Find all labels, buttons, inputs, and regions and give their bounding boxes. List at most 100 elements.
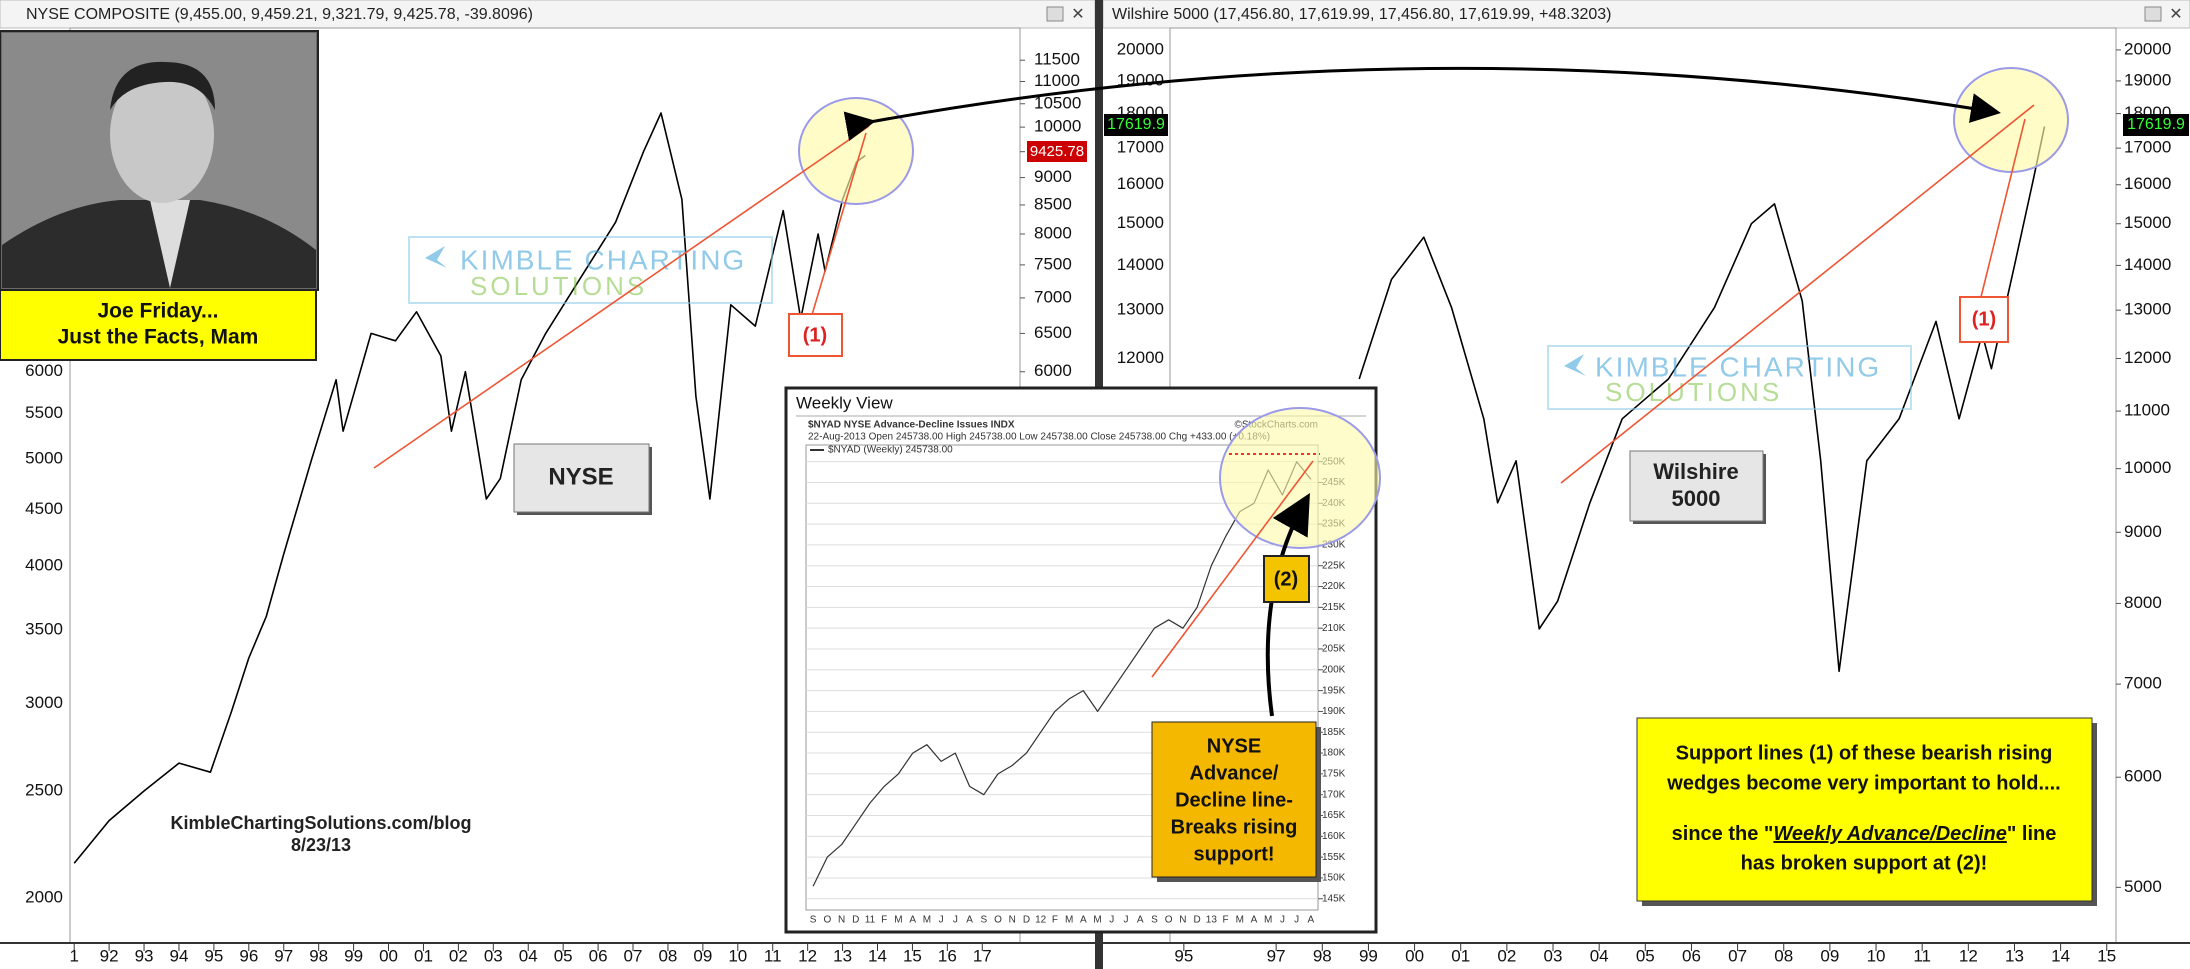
x-tick-label: M	[1264, 915, 1272, 926]
x-tick-label: J	[1280, 915, 1285, 926]
x-tick-label: J	[1294, 915, 1299, 926]
y-tick-label: 14000	[2124, 255, 2171, 274]
y-tick-label: 4000	[25, 555, 63, 574]
x-tick-label: O	[823, 915, 831, 926]
x-tick-label: 99	[344, 946, 363, 965]
x-tick-label: 17	[973, 946, 992, 965]
close-button[interactable]: ✕	[1071, 6, 1084, 23]
y-tick-label: 9000	[1034, 167, 1072, 186]
x-tick-label: 00	[379, 946, 398, 965]
callout-text: support!	[1193, 843, 1274, 865]
x-tick-label: 13	[1206, 915, 1218, 926]
callout-text: Advance/	[1190, 762, 1279, 784]
y-tick-label: 4500	[25, 499, 63, 518]
y-tick-label: 185K	[1322, 727, 1346, 738]
x-tick-label: 92	[100, 946, 119, 965]
x-tick-label: 12	[1959, 946, 1978, 965]
y-tick-label: 15000	[1117, 213, 1164, 232]
y-tick-label: 15000	[2124, 213, 2171, 232]
x-tick-label: 11	[764, 946, 782, 965]
price-tag-text: 9425.78	[1030, 143, 1084, 160]
x-tick-label: 01	[414, 946, 433, 965]
y-tick-label: 8000	[1034, 223, 1072, 242]
x-tick-label: 93	[135, 946, 154, 965]
y-tick-label: 8500	[1034, 194, 1072, 213]
x-tick-label: 04	[519, 946, 538, 965]
marker-text: (1)	[1972, 308, 1996, 330]
x-tick-label: 08	[658, 946, 677, 965]
note-text: since the "	[1672, 823, 1774, 845]
note-text: wedges become very important to hold....	[1666, 772, 2060, 794]
y-tick-label: 14000	[1117, 255, 1164, 274]
y-tick-label: 6000	[25, 361, 63, 380]
callout-text: Breaks rising	[1171, 816, 1298, 838]
y-tick-label: 11000	[2124, 401, 2170, 420]
window-button[interactable]	[1047, 7, 1063, 21]
note-emphasis: Weekly Advance/Decline	[1773, 823, 2006, 845]
y-tick-label: 190K	[1322, 706, 1346, 717]
x-tick-label: 06	[589, 946, 608, 965]
y-tick-label: 3500	[25, 619, 63, 638]
y-tick-label: 9000	[2124, 522, 2162, 541]
x-tick-label: A	[966, 915, 973, 926]
y-tick-label: 2500	[25, 780, 63, 799]
x-tick-label: F	[881, 915, 887, 926]
x-tick-label: J	[1109, 915, 1114, 926]
x-tick-label: 11	[1913, 946, 1931, 965]
x-tick-label: 98	[309, 946, 328, 965]
window-button[interactable]	[2145, 7, 2161, 21]
screenshot: NYSE COMPOSITE (9,455.00, 9,459.21, 9,32…	[0, 0, 2190, 969]
x-tick-label: A	[909, 915, 916, 926]
y-tick-label: 6000	[2124, 767, 2162, 786]
inset: Weekly View $NYAD NYSE Advance-Decline I…	[786, 388, 1380, 932]
x-tick-label: 98	[1313, 946, 1332, 965]
price-tag-text: 17619.9	[2127, 116, 2185, 133]
y-tick-label: 6000	[1034, 361, 1072, 380]
y-tick-label: 225K	[1322, 560, 1346, 571]
y-tick-label: 7000	[2124, 674, 2162, 693]
y-tick-label: 11000	[1034, 71, 1080, 90]
callout-text: NYSE	[1207, 735, 1261, 757]
panel-title: Wilshire 5000 (17,456.80, 17,619.99, 17,…	[1112, 6, 1612, 23]
y-tick-label: 8000	[2124, 593, 2162, 612]
chart-label: Wilshire	[1653, 459, 1738, 484]
x-tick-label: A	[1137, 915, 1144, 926]
price-tag-text: 17619.9	[1107, 116, 1165, 133]
x-tick-label: J	[953, 915, 958, 926]
y-tick-label: 5000	[2124, 877, 2162, 896]
note-text: has broken support at (2)!	[1741, 852, 1988, 874]
date-text: 8/23/13	[291, 835, 351, 855]
y-tick-label: 170K	[1322, 789, 1346, 800]
x-tick-label: A	[1251, 915, 1258, 926]
y-tick-label: 7500	[1034, 254, 1072, 273]
y-tick-label: 20000	[2124, 39, 2171, 58]
x-tick-label: 13	[833, 946, 852, 965]
x-tick-label: 09	[1820, 946, 1839, 965]
photo	[0, 31, 318, 290]
y-tick-label: 20000	[1117, 39, 1164, 58]
y-tick-label: 195K	[1322, 685, 1346, 696]
marker-text: (2)	[1274, 568, 1298, 590]
note-text: since the "Weekly Advance/Decline" line	[1672, 823, 2057, 845]
y-tick-label: 19000	[2124, 70, 2171, 89]
x-tick-label: 05	[1636, 946, 1655, 965]
y-tick-label: 165K	[1322, 810, 1346, 821]
x-tick-label: O	[1165, 915, 1173, 926]
watermark-text: SOLUTIONS	[470, 271, 647, 301]
note-text: Support lines (1) of these bearish risin…	[1676, 742, 2053, 764]
x-tick-label: 05	[554, 946, 573, 965]
x-tick-label: 12	[798, 946, 817, 965]
x-tick-label: M	[894, 915, 902, 926]
x-tick-label: N	[1009, 915, 1016, 926]
y-tick-label: 13000	[1117, 300, 1164, 319]
chart-label: 5000	[1672, 486, 1721, 511]
close-button[interactable]: ✕	[2169, 6, 2182, 23]
y-tick-label: 10000	[1034, 117, 1081, 136]
highlight-circle	[1954, 68, 2068, 172]
x-tick-label: 13	[2005, 946, 2024, 965]
x-tick-label: M	[923, 915, 931, 926]
y-tick-label: 3000	[25, 693, 63, 712]
x-tick-label: S	[1151, 915, 1158, 926]
x-tick-label: 15	[903, 946, 922, 965]
y-tick-label: 215K	[1322, 602, 1346, 613]
